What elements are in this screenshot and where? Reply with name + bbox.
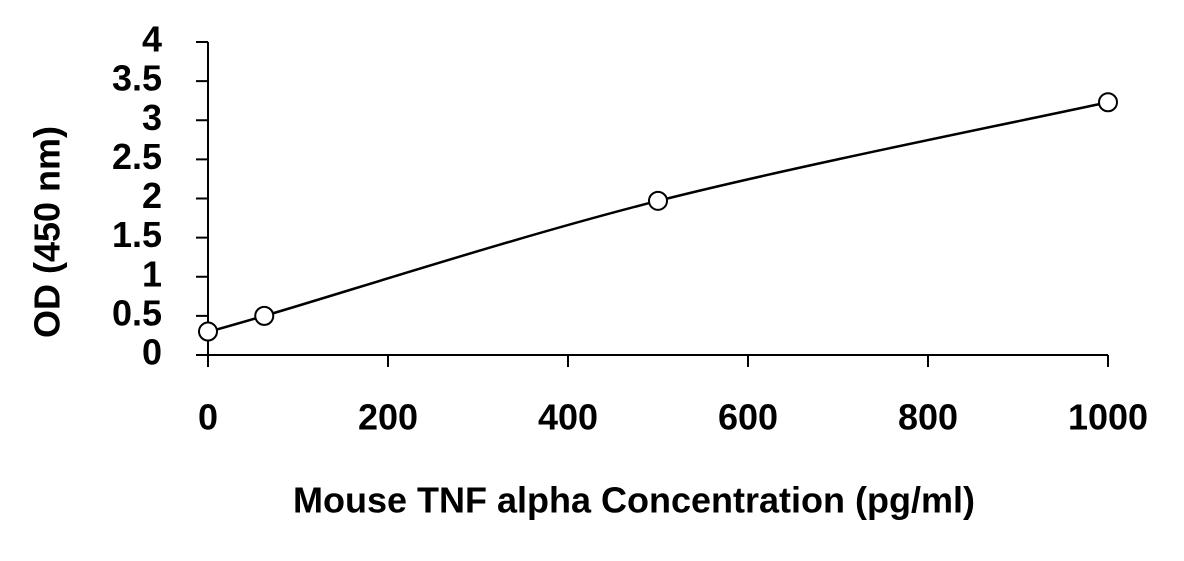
y-tick-label: 3.5 xyxy=(112,58,162,99)
x-tick-label: 1000 xyxy=(1068,397,1148,438)
y-tick-label: 0 xyxy=(142,332,162,373)
x-tick-label: 0 xyxy=(198,397,218,438)
point xyxy=(648,190,668,211)
point xyxy=(254,305,275,326)
y-tick-label: 2 xyxy=(142,175,162,216)
y-tick-label: 4 xyxy=(142,19,162,60)
x-axis-label: Mouse TNF alpha Concentration (pg/ml) xyxy=(293,480,975,521)
y-tick-label: 1.5 xyxy=(112,214,162,255)
x-tick-label: 400 xyxy=(538,397,598,438)
y-axis-label: OD (450 nm) xyxy=(27,126,68,338)
x-tick-label: 600 xyxy=(718,397,778,438)
fit-line xyxy=(207,101,1109,333)
x-tick-label: 800 xyxy=(898,397,958,438)
point xyxy=(1098,92,1118,113)
y-tick-label: 1 xyxy=(142,253,162,294)
y-tick-label: 0.5 xyxy=(112,292,162,333)
x-tick-label: 200 xyxy=(358,397,418,438)
point xyxy=(198,321,218,342)
y-tick-label: 3 xyxy=(142,97,162,138)
y-tick-label: 2.5 xyxy=(112,136,162,177)
